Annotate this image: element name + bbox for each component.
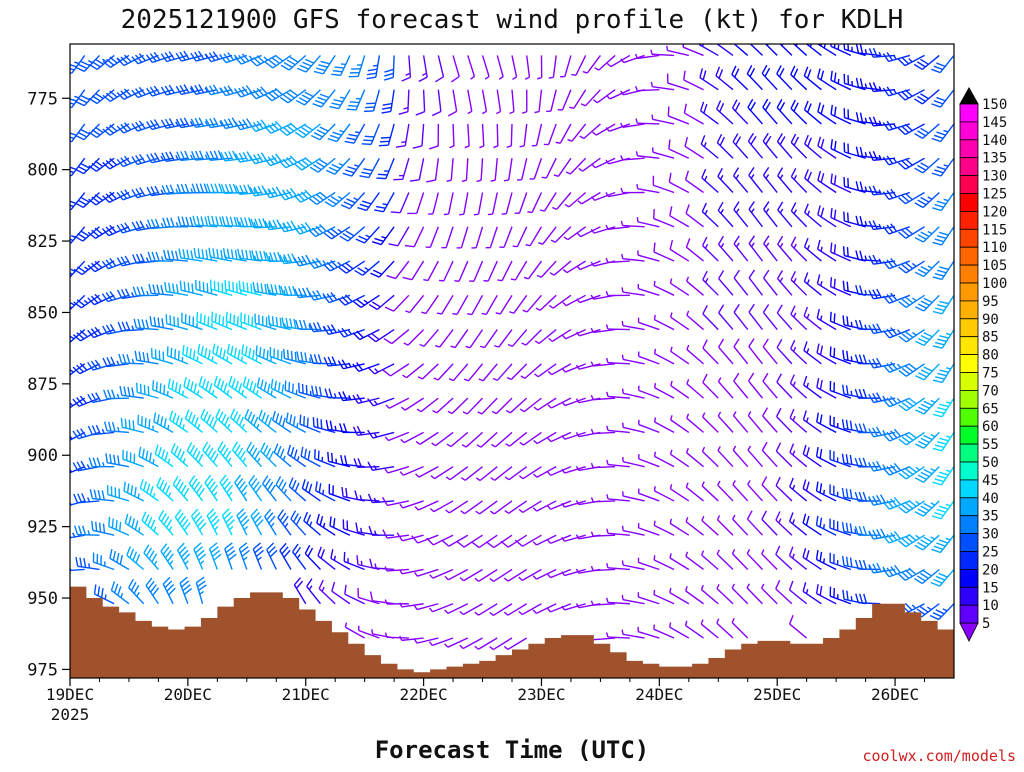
x-axis: 19DEC 20DEC 21DEC 22DEC 23DEC 24DEC 25DEC 26DEC <box>46 678 925 704</box>
x-tick-label: 19DEC <box>46 685 94 704</box>
colorbar-swatch <box>960 569 978 587</box>
colorbar-swatch <box>960 355 978 373</box>
colorbar-label: 130 <box>982 169 1007 185</box>
colorbar-swatch <box>960 122 978 140</box>
colorbar-label: 145 <box>982 115 1007 131</box>
y-tick-label: 775 <box>27 89 58 109</box>
x-axis-year-label: 2025 <box>51 705 90 724</box>
y-tick-label: 825 <box>27 232 58 252</box>
colorbar-label: 105 <box>982 258 1007 274</box>
colorbar-swatch <box>960 194 978 212</box>
colorbar-bottom-arrow <box>960 623 978 641</box>
y-tick-label: 925 <box>27 518 58 538</box>
colorbar-swatch <box>960 552 978 570</box>
x-tick-label: 22DEC <box>400 685 448 704</box>
colorbar-label: 80 <box>982 348 999 364</box>
colorbar-swatch <box>960 516 978 534</box>
y-tick-label: 975 <box>27 660 58 680</box>
colorbar-swatch <box>960 337 978 355</box>
colorbar-swatch <box>960 373 978 391</box>
wind-barb <box>45 432 70 446</box>
y-axis: 775 800 825 850 875 900 925 950 975 <box>27 89 70 680</box>
colorbar-swatch <box>960 229 978 247</box>
colorbar-swatch <box>960 158 978 176</box>
colorbar-label: 85 <box>982 330 999 346</box>
colorbar-label: 140 <box>982 133 1007 149</box>
wind-barb <box>49 261 70 279</box>
colorbar-label: 50 <box>982 455 999 471</box>
wind-barb <box>47 330 70 347</box>
colorbar-label: 95 <box>982 294 999 310</box>
colorbar-swatch <box>960 462 978 480</box>
colorbar-label: 110 <box>982 240 1007 256</box>
colorbar-label: 65 <box>982 401 999 417</box>
y-tick-label: 875 <box>27 375 58 395</box>
colorbar-label: 55 <box>982 437 999 453</box>
credit-label: coolwx.com/models <box>862 747 1016 765</box>
colorbar-swatch <box>960 480 978 498</box>
colorbar-swatch <box>960 211 978 229</box>
colorbar-label: 115 <box>982 222 1007 238</box>
colorbar-label: 15 <box>982 580 999 596</box>
wind-barb <box>50 193 70 212</box>
colorbar-label: 100 <box>982 276 1007 292</box>
colorbar-label: 135 <box>982 151 1007 167</box>
x-axis-title: Forecast Time (UTC) <box>375 736 650 764</box>
y-tick-label: 850 <box>27 303 58 323</box>
colorbar-swatch <box>960 498 978 516</box>
colorbar-swatch <box>960 247 978 265</box>
colorbar-swatch <box>960 104 978 122</box>
x-tick-label: 25DEC <box>753 685 801 704</box>
x-tick-label: 23DEC <box>517 685 565 704</box>
x-tick-label: 26DEC <box>871 685 919 704</box>
colorbar-swatch <box>960 319 978 337</box>
colorbar-swatch <box>960 390 978 408</box>
colorbar-swatch <box>960 534 978 552</box>
colorbar-label: 30 <box>982 527 999 543</box>
colorbar-top-arrow <box>960 88 978 104</box>
colorbar-label: 125 <box>982 187 1007 203</box>
colorbar-swatch <box>960 140 978 158</box>
colorbar-swatch <box>960 265 978 283</box>
x-tick-label: 21DEC <box>282 685 330 704</box>
colorbar-label: 40 <box>982 491 999 507</box>
y-tick-label: 800 <box>27 161 58 181</box>
wind-barb <box>50 55 70 74</box>
y-tick-label: 950 <box>27 589 58 609</box>
colorbar-label: 75 <box>982 366 999 382</box>
colorbar-label: 5 <box>982 616 990 632</box>
colorbar-swatch <box>960 283 978 301</box>
x-tick-label: 24DEC <box>635 685 683 704</box>
colorbar-swatch <box>960 426 978 444</box>
colorbar-label: 20 <box>982 562 999 578</box>
colorbar-label: 70 <box>982 383 999 399</box>
wind-barb <box>50 124 70 143</box>
wind-barb <box>46 398 70 413</box>
colorbar-label: 35 <box>982 509 999 525</box>
colorbar-legend: 1501451401351301251201151101051009590858… <box>960 88 1007 641</box>
chart-title: 2025121900 GFS forecast wind profile (kt… <box>121 5 904 35</box>
wind-barb <box>44 467 70 479</box>
colorbar-label: 120 <box>982 204 1007 220</box>
colorbar-label: 150 <box>982 97 1007 113</box>
colorbar-label: 25 <box>982 545 999 561</box>
colorbar-swatch <box>960 587 978 605</box>
colorbar-label: 45 <box>982 473 999 489</box>
colorbar-swatch <box>960 301 978 319</box>
colorbar-label: 10 <box>982 598 999 614</box>
colorbar-label: 60 <box>982 419 999 435</box>
x-tick-label: 20DEC <box>164 685 212 704</box>
colorbar-swatch <box>960 605 978 623</box>
colorbar-swatch <box>960 176 978 194</box>
colorbar-swatch <box>960 408 978 426</box>
colorbar-label: 90 <box>982 312 999 328</box>
wind-barb <box>44 501 70 511</box>
plot-area <box>43 31 954 678</box>
colorbar-swatch <box>960 444 978 462</box>
wind-barb <box>43 566 70 575</box>
y-tick-label: 900 <box>27 446 58 466</box>
